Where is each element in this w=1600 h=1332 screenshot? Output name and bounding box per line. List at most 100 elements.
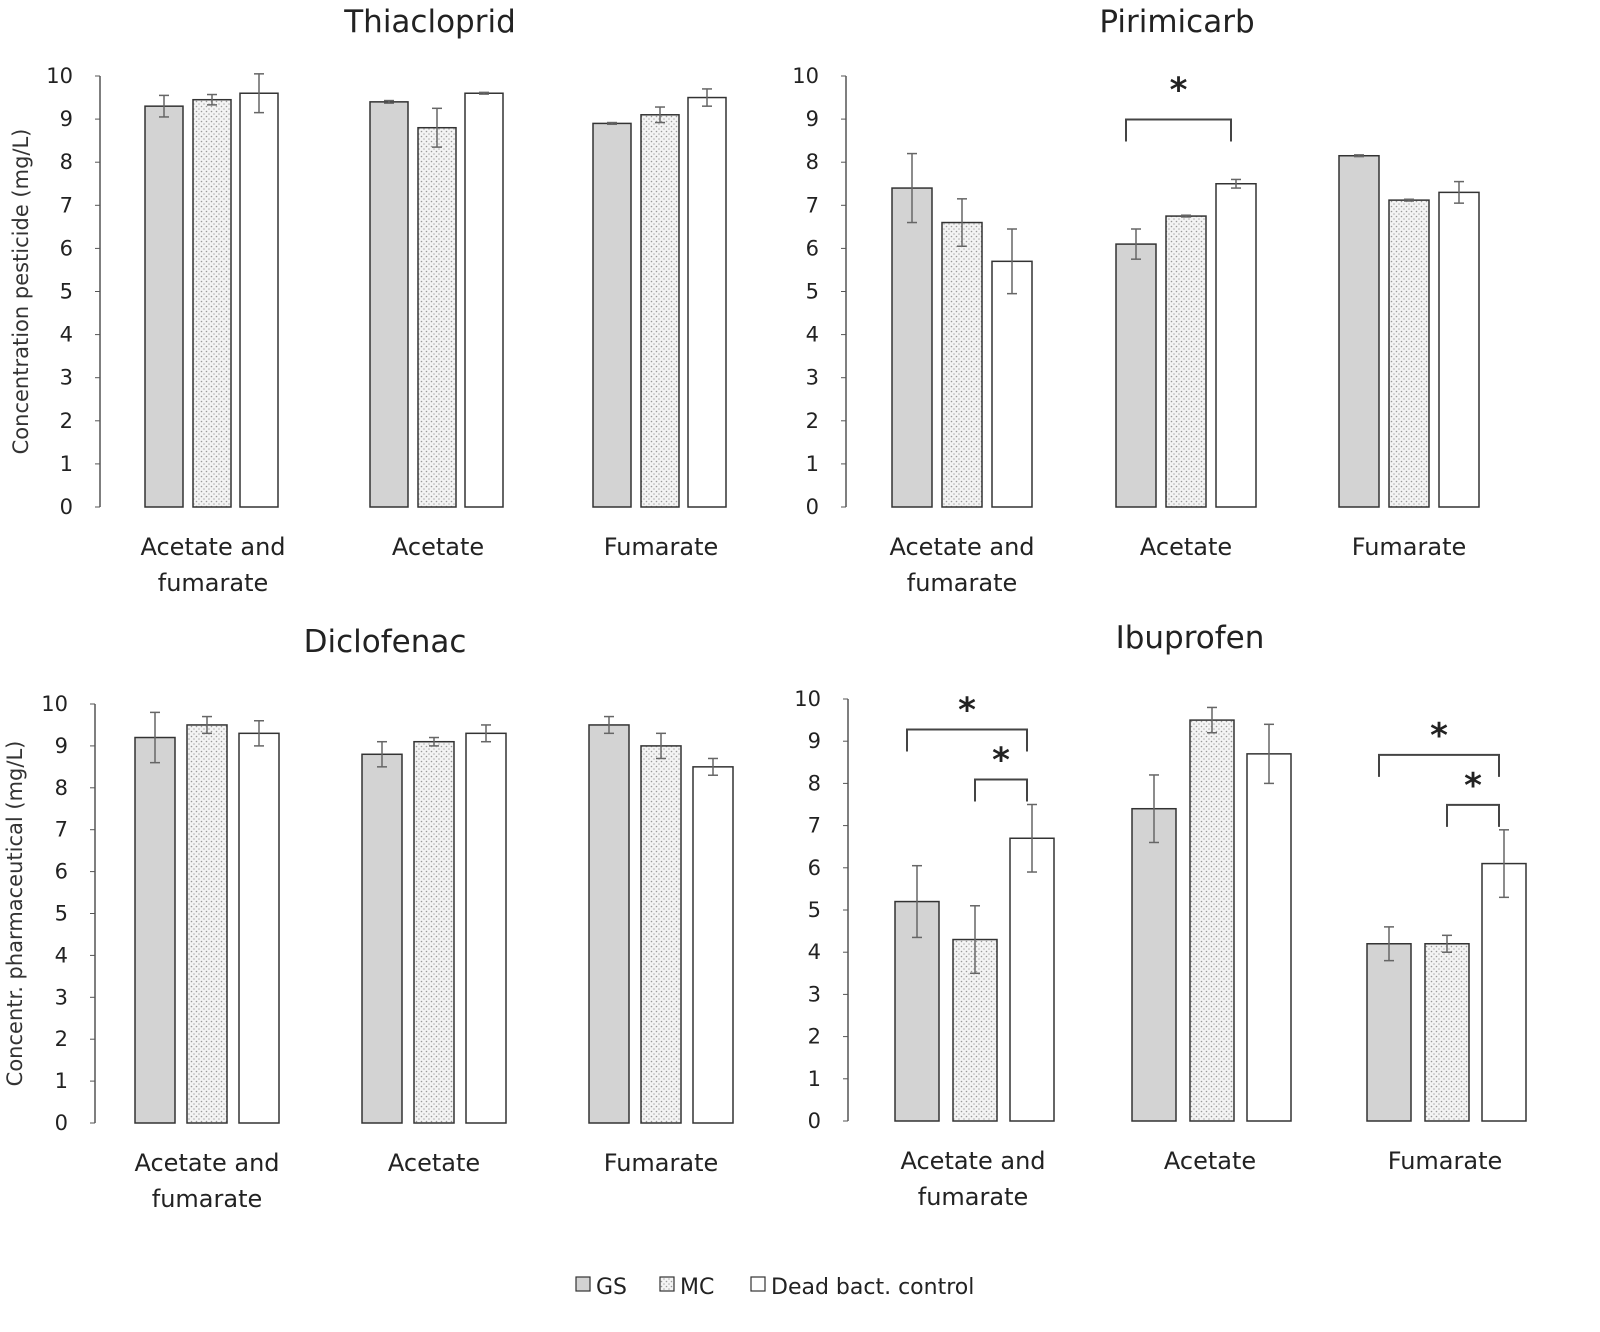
legend-label: Dead bact. control [771,1275,974,1300]
bar-mc [413,740,455,1124]
y-tick-label: 1 [55,1069,68,1093]
bracket-line [1378,753,1500,777]
error-bar [604,715,614,735]
error-bar [207,93,217,106]
x-category-label: Acetate [392,533,484,561]
chart-title: Ibuprofen [1116,620,1265,656]
bar-mc [941,221,983,508]
y-tick-label: 10 [41,692,68,716]
significance-bracket: * [1446,766,1500,827]
x-category-label: Acetate and [889,533,1034,561]
y-tick-label: 5 [60,280,73,304]
bar-dead [1215,183,1257,508]
bar-dead [692,766,734,1124]
x-category-label: Acetate and [900,1147,1045,1175]
y-tick-label: 9 [806,107,819,131]
x-category-label: Fumarate [1388,1147,1503,1175]
y-tick-label: 0 [808,1109,821,1133]
error-bar [1149,774,1159,844]
significance-bracket: * [906,691,1028,752]
bar-mc [192,98,232,508]
error-bar [202,715,212,735]
y-tick-label: 4 [806,323,819,347]
error-bar [1499,829,1509,899]
bar-dead [238,732,280,1124]
bar-dead [464,92,504,508]
error-bar [1264,723,1274,785]
y-tick-label: 6 [808,856,821,880]
y-tick-label: 8 [60,150,73,174]
error-bar [1207,706,1217,734]
bar-gs [1338,154,1380,508]
y-tick-label: 10 [792,64,819,88]
significance-star: * [992,741,1010,781]
error-bar [607,121,617,126]
error-bar [708,757,718,776]
chart-title: Thiacloprid [343,4,516,40]
y-tick-label: 3 [808,982,821,1006]
error-bar [656,732,666,760]
bar-gs [891,187,933,508]
significance-bracket: * [1125,70,1232,142]
bar-gs [1366,943,1412,1122]
error-bar [481,724,491,743]
y-tick-label: 2 [60,409,73,433]
bar-gs [361,753,403,1124]
y-tick-label: 1 [60,452,73,476]
bar-mc [1189,719,1235,1122]
bar-gs [134,736,176,1124]
error-bar [1131,228,1141,260]
bar-dead [991,260,1033,508]
legend-label: GS [596,1275,627,1300]
bar-gs [1115,243,1157,508]
error-bar [384,99,394,104]
bar-dead [465,732,507,1124]
x-category-label: fumarate [152,1185,263,1213]
error-bar [1384,926,1394,962]
x-category-label: Fumarate [604,533,719,561]
bar-mc [1165,215,1207,508]
x-category-label: Acetate [1140,533,1232,561]
y-tick-label: 10 [794,687,821,711]
bar-mc [640,745,682,1124]
y-tick-label: 0 [55,1111,68,1135]
error-bar [912,864,922,939]
error-bar [377,740,387,768]
error-bar [907,152,917,224]
y-tick-label: 5 [806,280,819,304]
y-tick-label: 1 [808,1067,821,1091]
error-bar [1442,934,1452,953]
error-bar [1181,214,1191,218]
significance-star: * [1464,766,1482,806]
bar-dead [1009,837,1055,1122]
error-bar [254,720,264,747]
x-category-label: Fumarate [1352,533,1467,561]
error-bar [1007,228,1017,295]
bar-mc [186,724,228,1124]
bar-gs [1131,807,1177,1122]
error-bar [429,736,439,747]
y-tick-label: 6 [806,236,819,260]
significance-bracket: * [974,741,1028,802]
y-tick-label: 3 [55,985,68,1009]
error-bar [1404,198,1414,202]
y-tick-label: 8 [808,771,821,795]
error-bar [957,198,967,247]
y-tick-label: 2 [808,1025,821,1049]
error-bar [702,88,712,107]
bracket-line [1446,803,1500,827]
x-category-label: fumarate [158,569,269,597]
y-tick-label: 4 [60,323,73,347]
bracket-line [974,778,1028,802]
bar-gs [592,122,632,508]
y-tick-label: 0 [806,495,819,519]
y-tick-label: 5 [55,902,68,926]
y-tick-label: 9 [60,107,73,131]
error-bar [1027,803,1037,873]
x-category-label: fumarate [907,569,1018,597]
bracket-line [906,728,1028,752]
bar-dead [239,92,279,508]
x-category-label: Acetate and [134,1149,279,1177]
y-tick-label: 4 [55,943,68,967]
y-tick-label: 6 [55,860,68,884]
